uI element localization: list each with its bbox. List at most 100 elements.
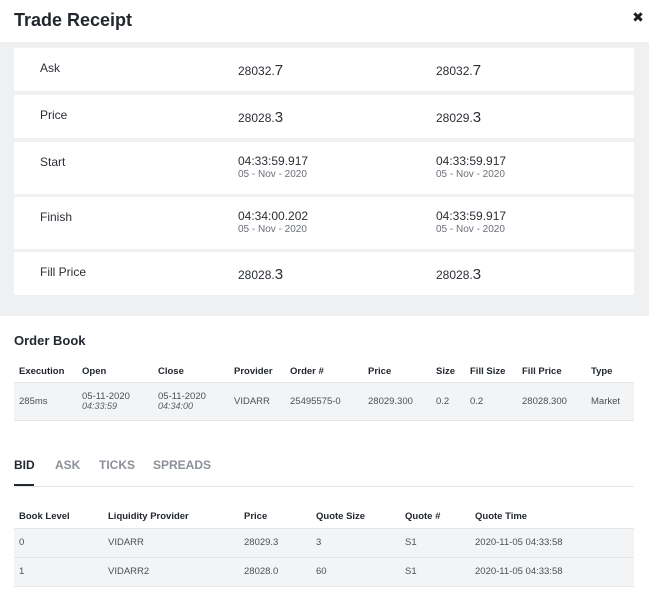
receipt-value: 28028.3 <box>238 109 283 126</box>
receipt-label: Start <box>40 155 66 169</box>
cell-size: 0.2 <box>431 382 465 421</box>
receipt-row-fill-price: Fill Price 28028.3 28028.3 <box>14 252 634 295</box>
tab-spreads[interactable]: SPREADS <box>153 458 212 472</box>
cell-quote-size: 3 <box>311 528 400 558</box>
price-integer: 28028. <box>238 111 275 125</box>
tab-ask[interactable]: ASK <box>55 458 81 472</box>
cell-provider: VIDARR <box>229 382 285 421</box>
column-header: Quote # <box>400 506 470 529</box>
price-pip: 7 <box>472 62 482 79</box>
open-time: 04:33:59 <box>82 401 118 411</box>
column-header: Size <box>431 362 465 383</box>
column-header: Fill Price <box>517 362 586 383</box>
timestamp-time: 04:33:59.917 <box>436 154 507 168</box>
cell-liquidity-provider: VIDARR <box>103 528 239 558</box>
cell-price: 28029.3 <box>239 528 311 558</box>
receipt-label: Price <box>40 108 68 122</box>
table-row: 1 VIDARR2 28028.0 60 S1 2020-11-05 04:33… <box>14 557 634 587</box>
receipt-label: Ask <box>40 61 61 75</box>
order-book-table: Execution Open Close Provider Order # Pr… <box>14 362 634 421</box>
receipt-timestamp: 04:34:00.202 05 - Nov - 2020 <box>238 209 308 235</box>
column-header: Open <box>77 362 153 383</box>
price-pip: 7 <box>274 62 284 79</box>
tab-ticks[interactable]: TICKS <box>99 458 135 472</box>
timestamp-time: 04:33:59.917 <box>436 209 507 223</box>
cell-book-level: 0 <box>14 528 103 558</box>
open-date: 05-11-2020 <box>82 391 130 402</box>
cell-quote-size: 60 <box>311 557 400 587</box>
receipt-row-finish: Finish 04:34:00.202 05 - Nov - 2020 04:33… <box>14 197 634 249</box>
close-date: 05-11-2020 <box>158 391 206 402</box>
bid-table: Book Level Liquidity Provider Price Quot… <box>14 506 634 587</box>
receipt-timestamp: 04:33:59.917 05 - Nov - 2020 <box>238 154 308 180</box>
price-pip: 3 <box>274 109 284 126</box>
price-integer: 28028. <box>238 268 275 282</box>
table-row: 285ms 05-11-2020 04:33:59 05-11-2020 04:34… <box>14 382 634 421</box>
column-header: Quote Time <box>470 506 634 529</box>
column-header: Execution <box>14 362 77 383</box>
receipt-label: Finish <box>40 210 73 224</box>
timestamp-date: 05 - Nov - 2020 <box>238 169 307 180</box>
timestamp-date: 05 - Nov - 2020 <box>436 169 505 180</box>
book-tabs: BID ASK TICKS SPREADS <box>14 455 634 487</box>
cell-quote-number: S1 <box>400 557 470 587</box>
receipt-timestamp: 04:33:59.917 05 - Nov - 2020 <box>436 209 506 235</box>
cell-open: 05-11-2020 04:33:59 <box>77 382 153 421</box>
modal-header: Trade Receipt ✖ <box>0 0 649 42</box>
column-header: Quote Size <box>311 506 400 529</box>
receipt-row-start: Start 04:33:59.917 05 - Nov - 2020 04:33:… <box>14 142 634 194</box>
cell-close: 05-11-2020 04:34:00 <box>153 382 229 421</box>
price-integer: 28028. <box>436 268 473 282</box>
receipt-label: Fill Price <box>40 265 87 279</box>
close-time: 04:34:00 <box>158 401 194 411</box>
price-integer: 28032. <box>238 64 275 78</box>
timestamp-time: 04:34:00.202 <box>238 209 309 223</box>
cell-book-level: 1 <box>14 557 103 587</box>
cell-fill-size: 0.2 <box>465 382 517 421</box>
receipt-row-price: Price 28028.3 28029.3 <box>14 95 634 138</box>
receipt-value: 28028.3 <box>238 266 283 283</box>
order-book-header-row: Execution Open Close Provider Order # Pr… <box>14 362 634 383</box>
receipt-value: 28028.3 <box>436 266 481 283</box>
cell-order-number: 25495575-0 <box>285 382 363 421</box>
price-integer: 28029. <box>436 111 473 125</box>
receipt-timestamp: 04:33:59.917 05 - Nov - 2020 <box>436 154 506 180</box>
column-header: Liquidity Provider <box>103 506 239 529</box>
table-row: 0 VIDARR 28029.3 3 S1 2020-11-05 04:33:5… <box>14 528 634 558</box>
column-header: Order # <box>285 362 363 383</box>
cell-execution: 285ms <box>14 382 77 421</box>
receipt-value: 28032.7 <box>238 62 283 79</box>
bid-header-row: Book Level Liquidity Provider Price Quot… <box>14 506 634 529</box>
cell-price: 28028.0 <box>239 557 311 587</box>
timestamp-time: 04:33:59.917 <box>238 154 309 168</box>
column-header: Type <box>586 362 634 383</box>
tab-bid[interactable]: BID <box>14 458 35 472</box>
timestamp-date: 05 - Nov - 2020 <box>238 224 307 235</box>
timestamp-date: 05 - Nov - 2020 <box>436 224 505 235</box>
order-book-title: Order Book <box>14 333 86 348</box>
receipt-row-ask: Ask 28032.7 28032.7 <box>14 48 634 91</box>
receipt-value: 28029.3 <box>436 109 481 126</box>
cell-fill-price: 28028.300 <box>517 382 586 421</box>
cell-quote-time: 2020-11-05 04:33:58 <box>470 528 634 558</box>
active-tab-indicator <box>14 484 34 486</box>
cell-quote-time: 2020-11-05 04:33:58 <box>470 557 634 587</box>
column-header: Provider <box>229 362 285 383</box>
cell-quote-number: S1 <box>400 528 470 558</box>
close-icon[interactable]: ✖ <box>632 9 644 25</box>
column-header: Fill Size <box>465 362 517 383</box>
cell-liquidity-provider: VIDARR2 <box>103 557 239 587</box>
column-header: Price <box>239 506 311 529</box>
price-pip: 3 <box>472 266 482 283</box>
modal-title: Trade Receipt <box>14 10 133 30</box>
cell-type: Market <box>586 382 634 421</box>
price-pip: 3 <box>472 109 482 126</box>
price-pip: 3 <box>274 266 284 283</box>
column-header: Close <box>153 362 229 383</box>
receipt-panel: Ask 28032.7 28032.7 Price 28028.3 28029.… <box>0 42 649 316</box>
cell-price: 28029.300 <box>363 382 431 421</box>
receipt-value: 28032.7 <box>436 62 481 79</box>
column-header: Price <box>363 362 431 383</box>
column-header: Book Level <box>14 506 103 529</box>
price-integer: 28032. <box>436 64 473 78</box>
